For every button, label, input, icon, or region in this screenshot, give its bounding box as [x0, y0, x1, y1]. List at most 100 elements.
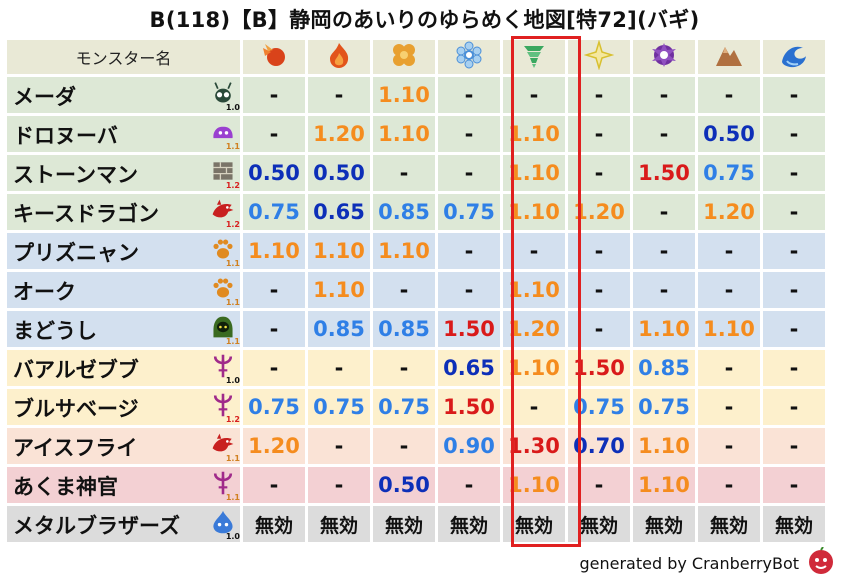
monster-name-cell: あくま神官 1.1 — [7, 467, 240, 503]
wind-icon — [503, 40, 565, 74]
monster-name: オーク — [13, 280, 76, 304]
resistance-cell: 1.10 — [503, 116, 565, 152]
resistance-value: - — [269, 317, 279, 341]
resistance-value: - — [594, 239, 604, 263]
resistance-cell: - — [763, 116, 825, 152]
resistance-cell: - — [568, 77, 630, 113]
resistance-cell: - — [308, 428, 370, 464]
resistance-value: - — [399, 278, 409, 302]
resistance-value: - — [464, 161, 474, 185]
monster-name: メーダ — [13, 85, 76, 109]
resistance-cell: 1.10 — [308, 233, 370, 269]
resistance-value: 0.65 — [443, 356, 495, 380]
resistance-cell: 無効 — [308, 506, 370, 542]
stone-wall-icon — [210, 158, 236, 184]
resistance-cell: 0.75 — [698, 155, 760, 191]
monster-level: 1.0 — [225, 103, 240, 112]
resistance-value: - — [789, 122, 799, 146]
monster-name-cell: ブルサベージ 1.2 — [7, 389, 240, 425]
resistance-cell: - — [763, 350, 825, 386]
monster-level: 1.0 — [225, 376, 240, 385]
resistance-value: - — [659, 278, 669, 302]
resistance-cell: - — [308, 77, 370, 113]
resistance-cell: 無効 — [373, 506, 435, 542]
resistance-value: - — [789, 161, 799, 185]
cranberry-icon — [809, 547, 833, 574]
resistance-value: 1.10 — [703, 317, 755, 341]
resistance-cell: - — [308, 467, 370, 503]
monster-name-cell: ストーンマン 1.2 — [7, 155, 240, 191]
resistance-cell: - — [763, 311, 825, 347]
resistance-cell: - — [763, 77, 825, 113]
resistance-cell: 1.50 — [633, 155, 695, 191]
resistance-cell: 0.50 — [243, 155, 305, 191]
resistance-cell: 無効 — [438, 506, 500, 542]
table-row: オーク 1.1 - 1.10 - - 1.10 - - - - — [7, 272, 825, 308]
resistance-value: - — [594, 278, 604, 302]
resistance-cell: - — [438, 77, 500, 113]
monster-level: 1.1 — [225, 298, 240, 307]
resistance-cell: - — [438, 467, 500, 503]
resistance-value: - — [789, 239, 799, 263]
resistance-cell: 1.10 — [373, 77, 435, 113]
resistance-value: 1.20 — [703, 200, 755, 224]
resistance-value: - — [334, 434, 344, 458]
resistance-value: 0.75 — [313, 395, 365, 419]
resistance-cell: 0.75 — [308, 389, 370, 425]
resistance-value: - — [464, 473, 474, 497]
resistance-cell: 無効 — [243, 506, 305, 542]
slime-drop-icon — [210, 509, 236, 535]
resistance-value: 1.20 — [248, 434, 300, 458]
resistance-value: - — [659, 122, 669, 146]
monster-name: あくま神官 — [13, 475, 118, 499]
resistance-value: 1.50 — [443, 317, 495, 341]
resistance-value: - — [334, 473, 344, 497]
resistance-cell: - — [568, 116, 630, 152]
resistance-cell: - — [243, 272, 305, 308]
monster-level: 1.0 — [225, 532, 240, 541]
resistance-value: - — [269, 278, 279, 302]
monster-name: アイスフライ — [13, 436, 138, 460]
resistance-value: 1.10 — [378, 83, 430, 107]
resistance-cell: - — [308, 350, 370, 386]
resistance-value: - — [724, 83, 734, 107]
trident-icon — [210, 353, 236, 379]
resistance-value: 1.10 — [248, 239, 300, 263]
resistance-cell: - — [698, 272, 760, 308]
resistance-value: 0.75 — [573, 395, 625, 419]
table-row: キースドラゴン 1.2 0.75 0.65 0.85 0.75 1.10 1.20 - 1.20 - — [7, 194, 825, 230]
resistance-value: - — [789, 434, 799, 458]
resistance-value: 無効 — [774, 514, 813, 537]
water-icon — [763, 40, 825, 74]
resistance-cell: 無効 — [763, 506, 825, 542]
resistance-cell: 0.75 — [373, 389, 435, 425]
resistance-cell: - — [243, 116, 305, 152]
resistance-cell: - — [698, 389, 760, 425]
resistance-cell: - — [698, 350, 760, 386]
resistance-value: 0.75 — [378, 395, 430, 419]
resistance-value: - — [269, 473, 279, 497]
resistance-value: 0.75 — [638, 395, 690, 419]
resistance-cell: - — [243, 467, 305, 503]
resistance-value: 0.50 — [248, 161, 300, 185]
table-row: バアルゼブブ 1.0 - - - 0.65 1.10 1.50 0.85 - - — [7, 350, 825, 386]
resistance-cell: 1.30 — [503, 428, 565, 464]
resistance-cell: 0.85 — [633, 350, 695, 386]
resistance-cell: 0.75 — [243, 389, 305, 425]
resistance-cell: - — [503, 233, 565, 269]
trident-icon — [210, 470, 236, 496]
table-row: プリズニャン 1.1 1.10 1.10 1.10 - - - - - - — [7, 233, 825, 269]
resistance-value: 無効 — [384, 514, 423, 537]
resistance-cell: 1.50 — [438, 311, 500, 347]
resistance-cell: - — [633, 233, 695, 269]
resistance-value: - — [529, 239, 539, 263]
resistance-value: 無効 — [449, 514, 488, 537]
resistance-value: - — [464, 278, 474, 302]
resistance-value: 0.85 — [378, 200, 430, 224]
resistance-cell: 1.10 — [373, 233, 435, 269]
resistance-value: 0.75 — [248, 200, 300, 224]
resistance-cell: - — [568, 311, 630, 347]
table-row: ストーンマン 1.2 0.50 0.50 - - 1.10 - 1.50 0.75 - — [7, 155, 825, 191]
resistance-value: 1.10 — [638, 317, 690, 341]
resistance-value: - — [334, 356, 344, 380]
